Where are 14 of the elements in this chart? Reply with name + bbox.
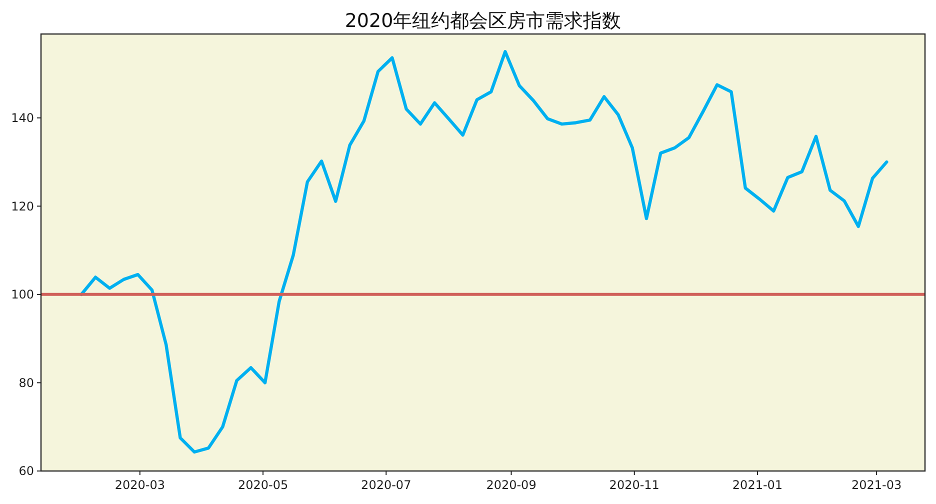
x-tick-label: 2020-07 — [361, 478, 412, 492]
x-tick-label: 2020-11 — [609, 478, 660, 492]
x-tick-label: 2021-03 — [851, 478, 902, 492]
y-tick-label: 120 — [11, 199, 34, 214]
x-tick-label: 2020-05 — [238, 478, 288, 492]
y-tick-label: 60 — [18, 464, 34, 478]
line-series — [80, 50, 888, 454]
x-tick-label: 2020-09 — [486, 478, 536, 492]
y-tick-label: 80 — [18, 376, 34, 390]
y-tick-label: 140 — [11, 111, 34, 126]
y-tick-label: 100 — [11, 288, 34, 302]
x-tick-label: 2021-01 — [732, 478, 783, 492]
x-tick-label: 2020-03 — [114, 478, 165, 492]
chart-title: 2020年纽约都会区房市需求指数 — [344, 10, 622, 32]
